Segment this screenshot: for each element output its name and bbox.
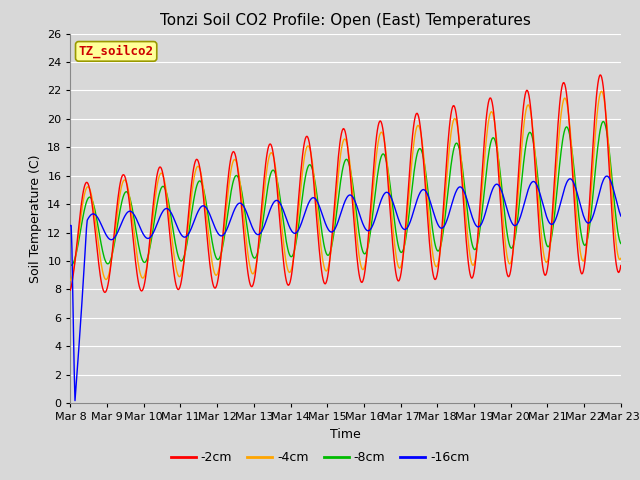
X-axis label: Time: Time [330, 428, 361, 441]
Text: TZ_soilco2: TZ_soilco2 [79, 45, 154, 58]
Legend: -2cm, -4cm, -8cm, -16cm: -2cm, -4cm, -8cm, -16cm [166, 446, 474, 469]
Y-axis label: Soil Temperature (C): Soil Temperature (C) [29, 154, 42, 283]
Title: Tonzi Soil CO2 Profile: Open (East) Temperatures: Tonzi Soil CO2 Profile: Open (East) Temp… [160, 13, 531, 28]
